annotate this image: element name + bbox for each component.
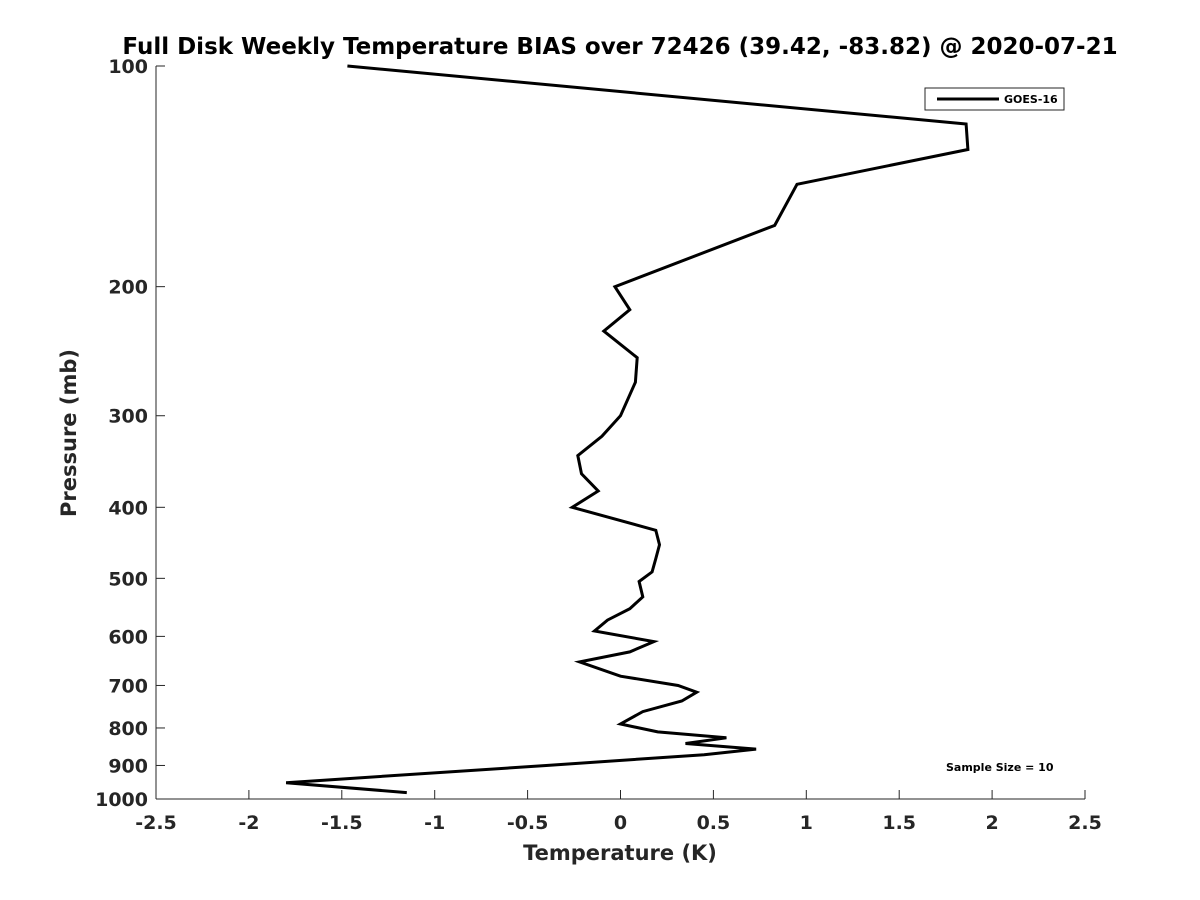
y-tick-label: 200 (108, 277, 148, 299)
x-tick-label: 2.5 (1068, 812, 1102, 834)
y-tick-label: 500 (108, 568, 148, 590)
x-tick-label: 0.5 (697, 812, 731, 834)
x-tick-label: 1.5 (882, 812, 916, 834)
y-tick-label: 400 (108, 497, 148, 519)
y-tick-label: 700 (108, 675, 148, 697)
y-tick-label: 800 (108, 718, 148, 740)
y-tick-label: 300 (108, 406, 148, 428)
series-line (285, 64, 970, 795)
series-layer (285, 64, 970, 795)
sample-size-annotation: Sample Size = 10 (946, 761, 1054, 774)
x-axis-label: Temperature (K) (523, 841, 717, 865)
y-tick-label: 100 (108, 56, 148, 78)
x-tick-label: 1 (800, 812, 813, 834)
x-tick-label: 0 (614, 812, 627, 834)
y-tick-label: 600 (108, 626, 148, 648)
y-axis: 100 200 300 400 500 600 700 800 900 1000 (95, 56, 165, 811)
x-tick-label: -2 (238, 812, 259, 834)
y-tick-label: 1000 (95, 789, 148, 811)
legend-label: GOES-16 (1004, 93, 1058, 106)
y-tick-label: 900 (108, 755, 148, 777)
x-tick-label: -0.5 (507, 812, 549, 834)
legend: GOES-16 (924, 87, 1065, 111)
chart-title: Full Disk Weekly Temperature BIAS over 7… (122, 34, 1117, 60)
x-tick-label: -1 (424, 812, 445, 834)
x-tick-label: -2.5 (135, 812, 177, 834)
y-axis-label: Pressure (mb) (57, 349, 81, 517)
x-axis: -2.5 -2 -1.5 -1 -0.5 0 0.5 1 1.5 2 2.5 (135, 790, 1102, 834)
x-tick-label: 2 (985, 812, 998, 834)
x-tick-label: -1.5 (321, 812, 363, 834)
